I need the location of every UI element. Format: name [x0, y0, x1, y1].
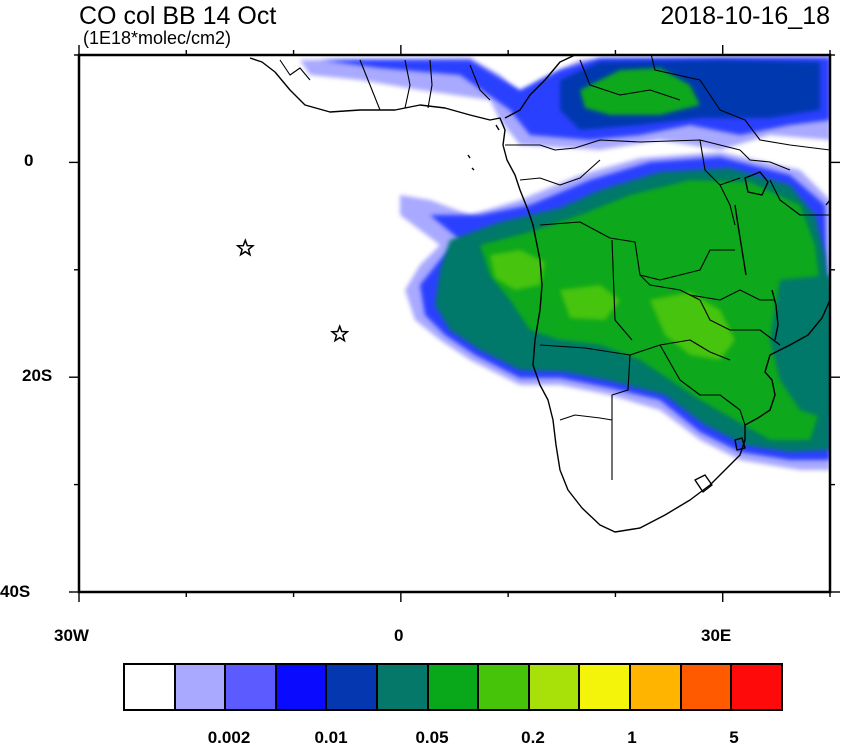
- country-borders: [279, 55, 830, 480]
- lon-label-30w: 30W: [54, 626, 89, 645]
- lon-label-30e: 30E: [701, 626, 732, 645]
- colorbar-swatch: [226, 665, 277, 709]
- colorbar-label: 0.01: [314, 728, 348, 747]
- colorbar-swatch: [529, 665, 581, 709]
- colorbar-swatch: [125, 665, 176, 709]
- africa-north-coast: [504, 55, 576, 119]
- colorbar-swatch: [631, 665, 682, 709]
- coastlines: [249, 55, 830, 533]
- co-field: [300, 55, 830, 470]
- lake-tanganyika: [734, 204, 747, 276]
- axis-ticks: [69, 45, 840, 602]
- swaziland: [734, 437, 746, 451]
- lake-victoria: [744, 171, 769, 196]
- africa-west-coast: [249, 57, 830, 533]
- lat-label-20s: 20S: [22, 366, 53, 385]
- star-marker: [235, 238, 255, 257]
- colorbar-swatch: [175, 665, 227, 709]
- colorbar-swatch: [327, 665, 379, 709]
- map-frame: [77, 53, 832, 594]
- lat-label-0: 0: [24, 151, 34, 170]
- co-plume-south-green: [480, 180, 820, 440]
- colorbar-swatch: [378, 665, 429, 709]
- colorbar-label: 0.002: [207, 728, 251, 747]
- co-plume-south-lightgreen-3: [560, 285, 620, 320]
- colorbar-swatch: [428, 665, 480, 709]
- lesotho: [694, 474, 713, 493]
- colorbar-swatch: [732, 665, 781, 709]
- islands-gulf: [467, 154, 475, 171]
- colorbar-label: 5: [729, 728, 739, 747]
- star-marker: [330, 324, 350, 343]
- colorbar-label: 0.05: [415, 728, 449, 747]
- datetime-label: 2018-10-16_18: [660, 2, 830, 30]
- co-plume-south-lightgreen-2: [650, 292, 735, 360]
- units-label: (1E18*molec/cm2): [83, 28, 232, 48]
- bioko-island: [495, 124, 500, 131]
- co-plume-south-dark-east: [770, 275, 830, 420]
- co-plume-south-lightgreen-1: [490, 250, 545, 290]
- colorbar-swatch: [681, 665, 733, 709]
- colorbar-swatch: [276, 665, 328, 709]
- lat-label-40s: 40S: [0, 582, 31, 601]
- station-markers: [235, 238, 350, 343]
- colorbar-label: 1: [627, 728, 637, 747]
- colorbar-swatch: [580, 665, 632, 709]
- colorbar-label: 0.2: [521, 728, 545, 747]
- lon-label-0: 0: [394, 626, 404, 645]
- colorbar: [123, 663, 783, 711]
- lake-malawi: [771, 289, 779, 341]
- colorbar-swatch: [479, 665, 530, 709]
- plot-title: CO col BB 14 Oct: [79, 2, 277, 30]
